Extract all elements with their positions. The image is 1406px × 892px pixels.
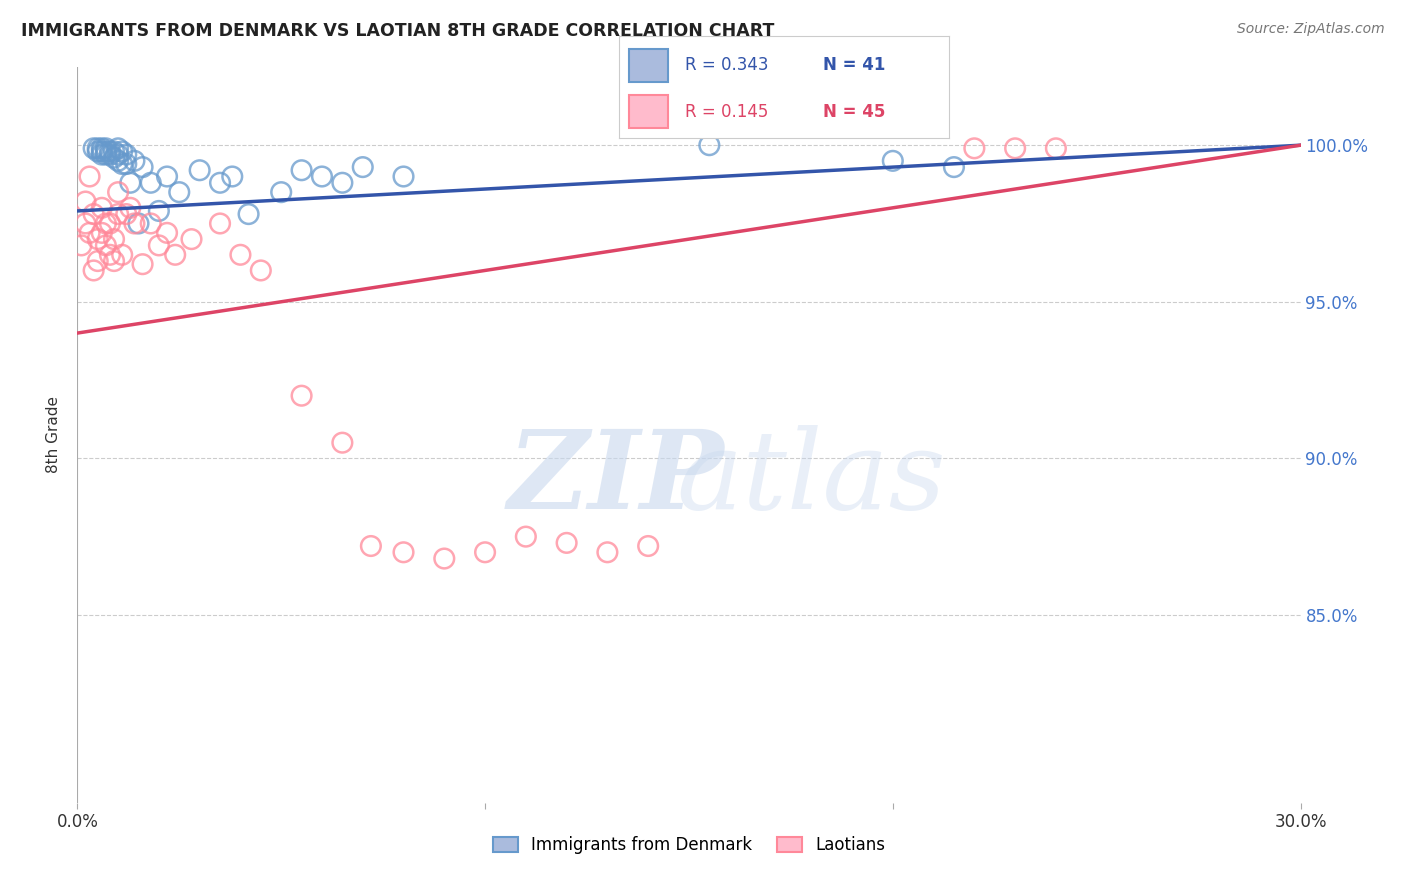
Point [1004, 141, 1026, 155]
Point [332, 176, 354, 190]
Point [352, 160, 374, 174]
Legend: Immigrants from Denmark, Laotians: Immigrants from Denmark, Laotians [486, 830, 891, 861]
Point [127, 217, 149, 231]
Point [637, 539, 659, 553]
Point [111, 248, 134, 262]
Point [115, 207, 138, 221]
Point [107, 141, 129, 155]
Point [148, 203, 170, 218]
Text: atlas: atlas [676, 425, 946, 533]
Text: N = 41: N = 41 [824, 56, 886, 74]
Point [107, 153, 129, 168]
Point [94, 238, 117, 252]
Point [474, 545, 496, 559]
Point [87, 145, 110, 159]
Point [180, 232, 202, 246]
Point [90, 145, 112, 159]
Text: ZIP: ZIP [508, 425, 724, 533]
Point [392, 169, 415, 184]
Point [238, 207, 260, 221]
Point [94, 141, 117, 155]
Point [250, 263, 273, 277]
Point [221, 169, 243, 184]
Point [124, 217, 146, 231]
Y-axis label: 8th Grade: 8th Grade [46, 396, 62, 474]
Point [94, 217, 117, 231]
Point [90, 226, 112, 240]
Point [208, 217, 231, 231]
Point [120, 201, 142, 215]
Point [596, 545, 619, 559]
Point [90, 147, 112, 161]
Point [139, 217, 162, 231]
Point [98, 248, 121, 262]
Point [103, 232, 125, 246]
Point [156, 169, 179, 184]
Point [392, 545, 415, 559]
Point [124, 153, 146, 168]
Point [148, 238, 170, 252]
Point [111, 157, 134, 171]
Point [87, 232, 110, 246]
Point [311, 169, 333, 184]
Point [290, 163, 312, 178]
Point [942, 160, 965, 174]
Point [107, 185, 129, 199]
Point [229, 248, 252, 262]
Point [1045, 141, 1067, 155]
Point [156, 226, 179, 240]
Point [94, 147, 117, 161]
Point [87, 141, 110, 155]
Point [107, 147, 129, 161]
Point [165, 248, 187, 262]
Point [83, 141, 105, 155]
Point [87, 254, 110, 268]
Point [115, 147, 138, 161]
Point [103, 145, 125, 159]
Point [79, 226, 101, 240]
Point [208, 176, 231, 190]
FancyBboxPatch shape [628, 49, 668, 82]
Point [83, 263, 105, 277]
Point [98, 217, 121, 231]
Point [882, 153, 904, 168]
Point [555, 536, 578, 550]
Point [75, 194, 97, 209]
Point [433, 551, 456, 566]
Text: R = 0.145: R = 0.145 [685, 103, 768, 120]
Point [103, 254, 125, 268]
Point [139, 176, 162, 190]
Point [515, 530, 537, 544]
Point [94, 145, 117, 159]
Point [111, 145, 134, 159]
Point [270, 185, 292, 199]
Text: IMMIGRANTS FROM DENMARK VS LAOTIAN 8TH GRADE CORRELATION CHART: IMMIGRANTS FROM DENMARK VS LAOTIAN 8TH G… [21, 22, 775, 40]
Point [70, 238, 93, 252]
Point [699, 138, 721, 153]
Point [120, 176, 142, 190]
Text: Source: ZipAtlas.com: Source: ZipAtlas.com [1237, 22, 1385, 37]
Point [332, 435, 354, 450]
FancyBboxPatch shape [628, 95, 668, 128]
Point [79, 169, 101, 184]
Text: N = 45: N = 45 [824, 103, 886, 120]
Point [98, 147, 121, 161]
Point [90, 201, 112, 215]
Point [131, 257, 153, 271]
Point [169, 185, 191, 199]
Point [290, 389, 312, 403]
Point [963, 141, 986, 155]
Point [103, 151, 125, 165]
Point [115, 157, 138, 171]
Text: R = 0.343: R = 0.343 [685, 56, 768, 74]
Point [188, 163, 211, 178]
Point [360, 539, 382, 553]
Point [90, 141, 112, 155]
Point [75, 217, 97, 231]
Point [107, 207, 129, 221]
Point [131, 160, 153, 174]
Point [98, 145, 121, 159]
Point [83, 207, 105, 221]
